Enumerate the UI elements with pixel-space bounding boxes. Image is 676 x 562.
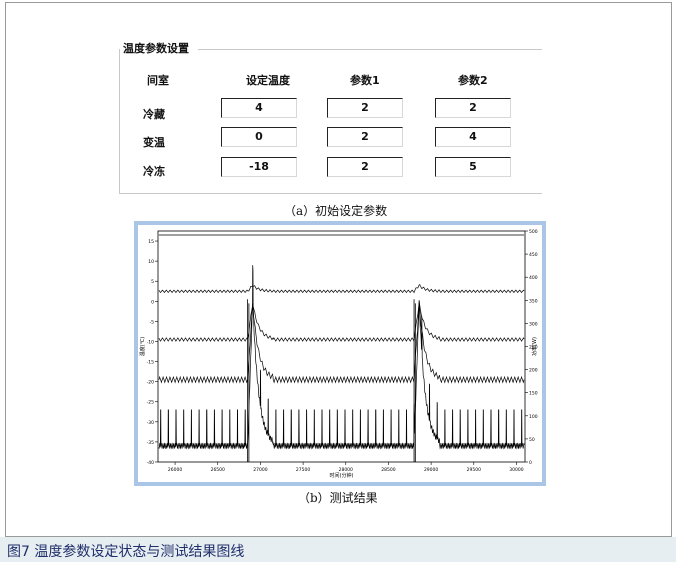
header-param2: 参数2 — [458, 72, 488, 88]
chart-frame: 15 10 5 0 -5 -10 -15 -20 -25 -30 -35 -40 500 450 400 35… — [134, 221, 546, 486]
y-tick-label: -35 — [147, 440, 154, 446]
variable-param1-field[interactable]: 2 — [327, 127, 403, 147]
group-border-bottom — [119, 193, 542, 194]
y-tick-label: -5 — [150, 319, 155, 325]
y-tick-label: -25 — [147, 400, 154, 406]
y2-tick-label: 200 — [529, 368, 538, 374]
x-tick-label: 28500 — [381, 467, 395, 473]
fridge-param1-field[interactable]: 2 — [327, 98, 403, 118]
freezer-set-temp-field[interactable]: -18 — [221, 157, 297, 177]
y2-tick-label: 100 — [529, 414, 538, 420]
row-label-freezer: 冷冻 — [143, 163, 165, 179]
y-tick-label: -30 — [147, 420, 154, 426]
caption-b: （b）测试结果 — [298, 489, 378, 506]
caption-a: （a）初始设定参数 — [284, 202, 387, 219]
x-tick-label: 29500 — [467, 467, 481, 473]
header-compartment: 间室 — [147, 72, 169, 88]
y2-tick-label: 500 — [529, 229, 538, 235]
y2-tick-label: 350 — [529, 298, 538, 304]
series-line-4 — [159, 301, 524, 383]
freezer-param1-field[interactable]: 2 — [327, 157, 403, 177]
figure-caption: 图7 温度参数设定状态与测试结果图线 — [7, 541, 244, 561]
x-tick-label: 29000 — [424, 467, 438, 473]
plot-frame — [158, 231, 525, 462]
y-tick-label: -20 — [147, 380, 154, 386]
y-tick-label: -40 — [147, 460, 154, 466]
y-tick-label: 10 — [148, 259, 154, 265]
y2-tick-label: 0 — [529, 460, 532, 466]
y2-tick-label: 150 — [529, 391, 538, 397]
y2-tick-label: 450 — [529, 252, 538, 258]
fridge-param2-field[interactable]: 2 — [435, 98, 511, 118]
y2-tick-label: 50 — [529, 437, 535, 443]
row-label-variable: 变温 — [143, 134, 165, 150]
x-tick-label: 27500 — [296, 467, 310, 473]
y-tick-label: 15 — [148, 239, 154, 245]
x-tick-label: 26500 — [211, 467, 225, 473]
row-label-fridge: 冷藏 — [143, 106, 165, 122]
y-tick-label: 5 — [151, 279, 154, 285]
freezer-param2-field[interactable]: 5 — [435, 157, 511, 177]
header-set-temp: 设定温度 — [246, 72, 290, 88]
y-tick-label: 0 — [151, 299, 154, 305]
series-line-5 — [159, 265, 524, 449]
header-param1: 参数1 — [350, 72, 380, 88]
fridge-set-temp-field[interactable]: 4 — [221, 98, 297, 118]
y2-tick-label: 300 — [529, 321, 538, 327]
x-axis-label: 时间(分钟) — [330, 472, 354, 479]
group-title: 温度参数设置 — [123, 40, 189, 56]
figure-caption-bar: 图7 温度参数设定状态与测试结果图线 — [0, 537, 676, 562]
variable-set-temp-field[interactable]: 0 — [221, 127, 297, 147]
test-result-chart: 151050-5-10-15-20-25-30-35-4050045040035… — [138, 225, 542, 482]
group-border-left — [119, 49, 120, 194]
y2-axis-label: 功率(W) — [531, 337, 538, 356]
x-tick-label: 27000 — [253, 467, 267, 473]
series-line-3 — [159, 303, 524, 341]
x-tick-label: 30000 — [509, 467, 523, 473]
y-axis-label: 温度(℃) — [139, 337, 146, 357]
variable-param2-field[interactable]: 4 — [435, 127, 511, 147]
group-border-top — [198, 49, 542, 50]
x-tick-label: 26000 — [168, 467, 182, 473]
chart-area: 15 10 5 0 -5 -10 -15 -20 -25 -30 -35 -40 500 450 400 35… — [138, 225, 542, 482]
y-tick-label: -10 — [147, 339, 154, 345]
y-tick-label: -15 — [147, 360, 154, 366]
y2-tick-label: 400 — [529, 275, 538, 281]
series-line-2 — [159, 285, 524, 293]
